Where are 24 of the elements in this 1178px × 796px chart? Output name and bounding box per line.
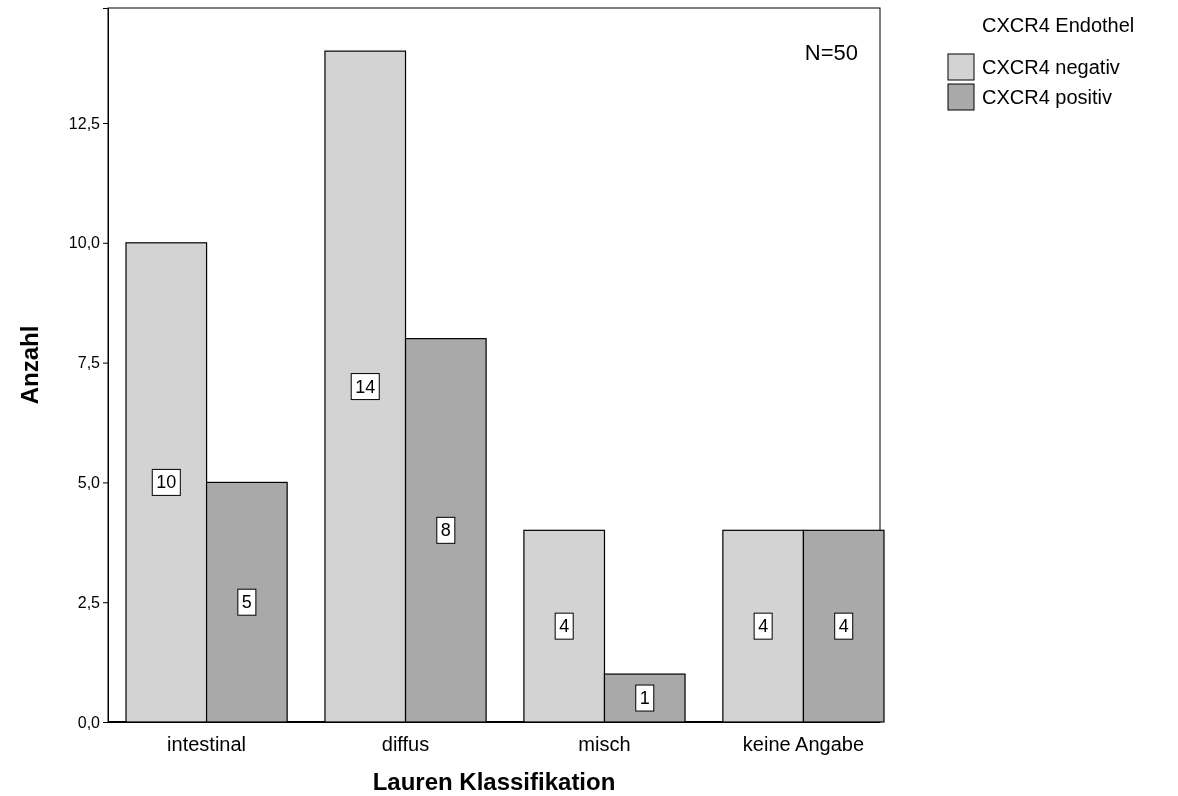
data-label: 4: [838, 616, 849, 637]
data-label: 14: [355, 376, 376, 397]
x-tick-label: misch: [578, 733, 631, 755]
data-label: 4: [559, 616, 570, 637]
y-axis-title: Anzahl: [16, 325, 43, 405]
x-axis-title: Lauren Klassifikation: [372, 768, 616, 795]
annotation: N=50: [804, 40, 858, 65]
data-label: 5: [241, 592, 252, 613]
y-tick-label: 10,0: [68, 234, 101, 252]
data-label: 8: [440, 520, 451, 541]
x-tick-label: diffus: [381, 733, 430, 755]
legend-title: CXCR4 Endothel: [982, 14, 1135, 36]
y-tick-label: 7,5: [77, 354, 101, 372]
data-label: 4: [758, 616, 769, 637]
legend-label: CXCR4 negativ: [982, 56, 1120, 78]
y-tick-label: 2,5: [77, 593, 101, 611]
y-tick-label: 0,0: [77, 713, 101, 731]
data-label: 1: [639, 688, 650, 709]
data-label: 10: [156, 472, 177, 493]
y-tick-label: 12,5: [68, 114, 101, 132]
x-tick-label: keine Angabe: [742, 733, 865, 755]
y-tick-label: 5,0: [77, 474, 101, 492]
x-tick-label: intestinal: [167, 733, 247, 755]
legend-label: CXCR4 positiv: [982, 86, 1113, 108]
